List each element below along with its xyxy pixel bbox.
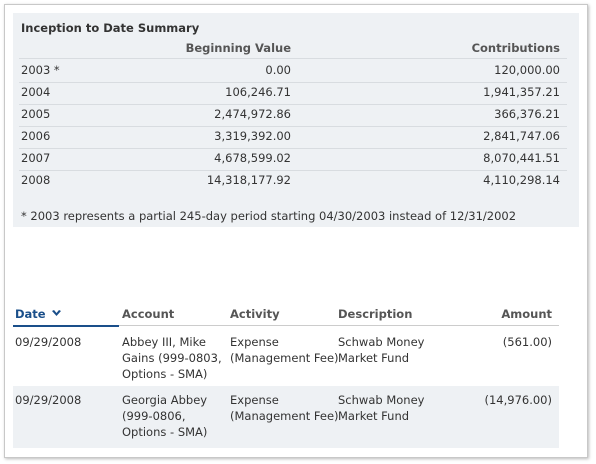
divider: [19, 170, 567, 171]
date-cell: 09/29/2008: [15, 335, 82, 349]
year-cell: 2005: [21, 107, 51, 121]
year-cell: 2004: [21, 85, 51, 99]
divider: [19, 148, 567, 149]
value-cell: 2,841,747.06: [483, 129, 560, 143]
divider: [19, 58, 567, 59]
year-cell: 2007: [21, 151, 51, 165]
value-cell: 0.00: [265, 63, 291, 77]
account-cell: Georgia Abbey (999-0806, Options - SMA): [122, 393, 208, 439]
amount-cell: (14,976.00): [484, 393, 552, 407]
value-cell: 106,246.71: [225, 85, 291, 99]
summary-title: Inception to Date Summary: [21, 21, 200, 35]
description-cell: Schwab Money Market Fund: [338, 393, 425, 423]
value-cell: 3,319,392.00: [214, 129, 291, 143]
value-cell: 4,678,599.02: [214, 151, 291, 165]
year-cell: 2008: [21, 173, 51, 187]
description-cell: Schwab Money Market Fund: [338, 335, 425, 365]
summary-panel: Inception to Date Summary Beginning Valu…: [13, 13, 579, 227]
value-cell: 8,070,441.51: [483, 151, 560, 165]
value-cell: 2,474,972.86: [214, 107, 291, 121]
value-cell: 366,376.21: [494, 107, 560, 121]
activity-cell: Expense (Management Fee): [230, 393, 339, 423]
divider: [19, 126, 567, 127]
column-header[interactable]: Activity: [230, 307, 280, 321]
value-cell: 1,941,357.21: [483, 85, 560, 99]
header-line: [13, 325, 559, 326]
value-cell: 120,000.00: [494, 63, 560, 77]
year-cell: 2006: [21, 129, 51, 143]
value-cell: 4,110,298.14: [483, 173, 560, 187]
amount-cell: (561.00): [502, 335, 552, 349]
date-cell: 09/29/2008: [15, 393, 82, 407]
sort-underline: [13, 325, 119, 327]
table-row: 09/29/2008 Georgia Abbey (999-0806, Optio…: [13, 386, 559, 448]
account-cell: Abbey III, Mike Gains (999-0803, Options…: [122, 335, 222, 381]
divider: [19, 82, 567, 83]
value-cell: 14,318,177.92: [206, 173, 291, 187]
sort-icon[interactable]: [51, 309, 62, 318]
activity-cell: Expense (Management Fee): [230, 335, 339, 365]
column-header[interactable]: Date: [15, 307, 62, 321]
year-cell: 2003 *: [21, 63, 60, 77]
panel: Inception to Date Summary Beginning Valu…: [4, 4, 588, 458]
column-header: Beginning Value: [185, 41, 291, 55]
divider: [19, 104, 567, 105]
column-header: Contributions: [471, 41, 560, 55]
footnote: * 2003 represents a partial 245-day peri…: [21, 209, 517, 223]
column-header[interactable]: Account: [122, 307, 175, 321]
column-header[interactable]: Description: [338, 307, 413, 321]
table-row: 09/29/2008 Abbey III, Mike Gains (999-080…: [13, 328, 559, 384]
column-header[interactable]: Amount: [501, 307, 552, 321]
